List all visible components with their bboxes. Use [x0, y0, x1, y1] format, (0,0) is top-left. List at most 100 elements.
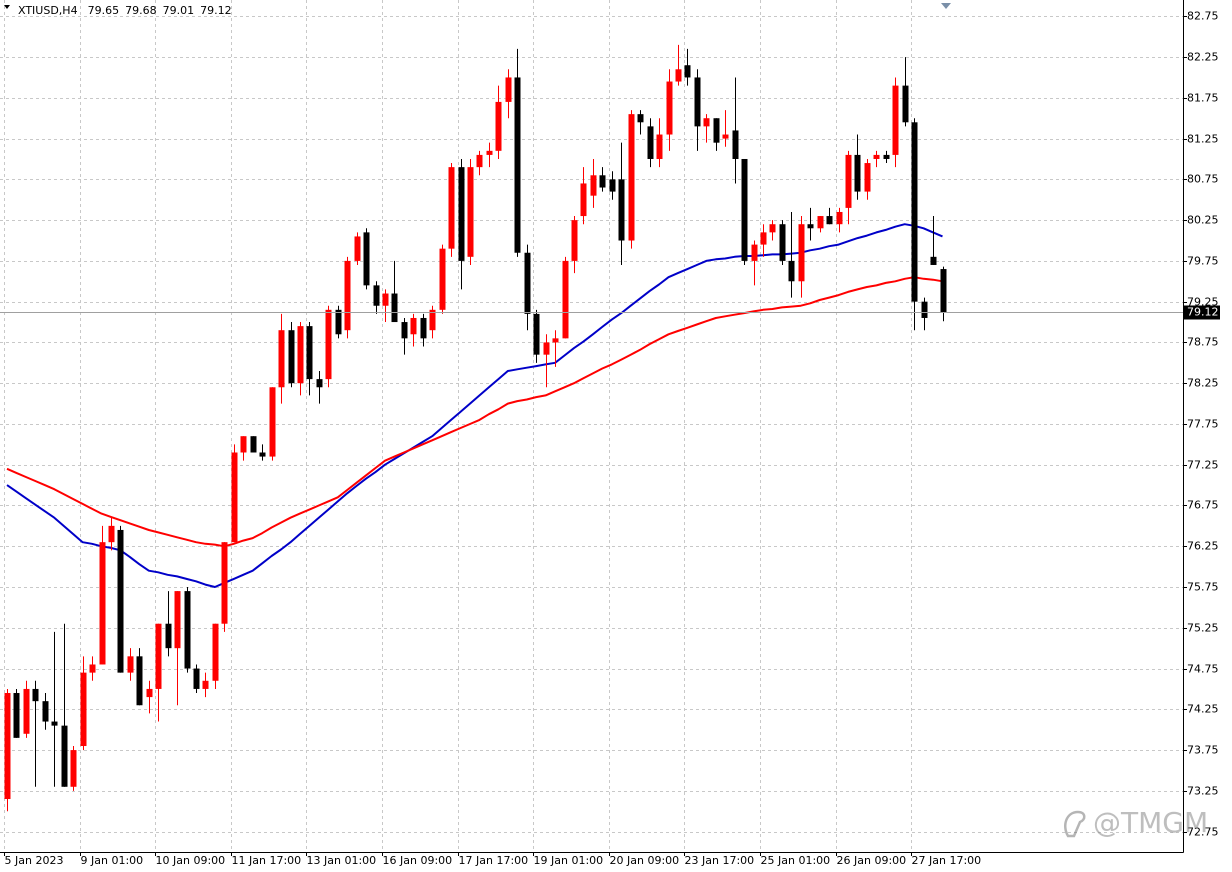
- y-tick-label: 80.25: [1187, 214, 1219, 227]
- candle-body: [836, 211, 843, 225]
- y-tick-label: 75.75: [1187, 581, 1219, 594]
- candle-body: [571, 220, 578, 261]
- y-tick-label: 74.75: [1187, 663, 1219, 676]
- candle-body: [316, 379, 323, 388]
- candle-body: [344, 260, 351, 331]
- y-tick-label: 81.75: [1187, 92, 1219, 105]
- candle-body: [250, 436, 257, 453]
- candle-body: [788, 260, 795, 282]
- watermark-text: @TMGM: [1093, 806, 1208, 839]
- candle-body: [476, 154, 483, 168]
- candle-body: [99, 542, 106, 665]
- candle-body: [269, 387, 276, 457]
- candle-body: [231, 452, 238, 543]
- candle-body: [656, 134, 663, 159]
- current-price-label: 79.12: [1187, 306, 1219, 319]
- candle-body: [288, 330, 295, 384]
- header-high: 79.68: [125, 4, 157, 17]
- x-tick-label: 13 Jan 01:00: [307, 854, 377, 867]
- candle-body: [155, 623, 162, 689]
- candle-body: [769, 224, 776, 233]
- x-tick-label: 23 Jan 17:00: [685, 854, 755, 867]
- header-low: 79.01: [163, 4, 195, 17]
- candle-body: [42, 701, 49, 722]
- y-tick-label: 77.75: [1187, 418, 1219, 431]
- candle-body: [760, 232, 767, 245]
- candle-body: [240, 436, 247, 453]
- watermark: @TMGM: [1064, 806, 1208, 839]
- moving-average-line: [6, 223, 943, 588]
- candles: [4, 44, 947, 812]
- y-tick-label: 75.25: [1187, 622, 1219, 635]
- x-tick-label: 5 Jan 2023: [5, 854, 64, 867]
- x-tick-label: 11 Jan 17:00: [232, 854, 302, 867]
- candle-body: [732, 130, 739, 159]
- candle-body: [675, 69, 682, 82]
- y-tick-label: 73.75: [1187, 744, 1219, 757]
- candle-body: [382, 293, 389, 306]
- candle-body: [854, 154, 861, 192]
- candle-body: [278, 330, 285, 388]
- candle-body: [212, 623, 219, 681]
- candle-body: [354, 236, 361, 261]
- candle-body: [70, 750, 77, 787]
- candle-body: [221, 542, 228, 624]
- x-tick-label: 16 Jan 09:00: [383, 854, 453, 867]
- candle-body: [694, 77, 701, 127]
- shift-marker[interactable]: [941, 3, 951, 9]
- candle-body: [51, 721, 58, 726]
- y-tick-label: 78.75: [1187, 336, 1219, 349]
- candle-body: [439, 248, 446, 310]
- y-tick-label: 73.25: [1187, 785, 1219, 798]
- header-close: 79.12: [200, 4, 232, 17]
- candle-body: [4, 693, 11, 800]
- candle-body: [514, 77, 521, 253]
- candle-body: [666, 81, 673, 135]
- candle-body: [911, 122, 918, 302]
- candle-body: [297, 326, 304, 384]
- candle-body: [562, 260, 569, 339]
- y-tick-label: 77.25: [1187, 459, 1219, 472]
- candle-body: [892, 85, 899, 155]
- x-tick-label: 26 Jan 09:00: [837, 854, 907, 867]
- candle-body: [23, 688, 30, 734]
- candle-body: [410, 317, 417, 335]
- candle-body: [448, 167, 455, 249]
- candle-body: [590, 175, 597, 196]
- candle-body: [420, 317, 427, 339]
- candle-body: [401, 322, 408, 339]
- candle-body: [609, 179, 616, 192]
- candle-body: [165, 623, 172, 649]
- y-tick-label: 81.25: [1187, 133, 1219, 146]
- candle-body: [883, 154, 890, 159]
- candle-body: [741, 158, 748, 261]
- candle-body: [807, 224, 814, 229]
- menu-triangle[interactable]: [4, 5, 10, 9]
- candle-body: [335, 309, 342, 335]
- watermark-logo: [1064, 810, 1086, 838]
- candle-body: [136, 656, 143, 706]
- y-tick-label: 76.25: [1187, 540, 1219, 553]
- candle-body: [703, 118, 710, 127]
- x-tick-label: 10 Jan 09:00: [156, 854, 226, 867]
- candle-body: [108, 525, 115, 543]
- candle-body: [543, 342, 550, 355]
- candle-body: [902, 85, 909, 123]
- y-tick-label: 74.25: [1187, 703, 1219, 716]
- candle-body: [817, 216, 824, 229]
- candle-body: [637, 114, 644, 123]
- candle-body: [202, 680, 209, 689]
- y-tick-label: 76.75: [1187, 499, 1219, 512]
- candle-body: [495, 101, 502, 151]
- candle-body: [259, 452, 266, 457]
- candle-body: [826, 216, 833, 225]
- y-tick-label: 72.75: [1187, 826, 1219, 839]
- candle-body: [117, 529, 124, 673]
- y-tick-label: 78.25: [1187, 377, 1219, 390]
- x-tick-label: 17 Jan 17:00: [459, 854, 529, 867]
- candle-body: [80, 672, 87, 747]
- candle-body: [580, 183, 587, 217]
- candle-body: [325, 309, 332, 380]
